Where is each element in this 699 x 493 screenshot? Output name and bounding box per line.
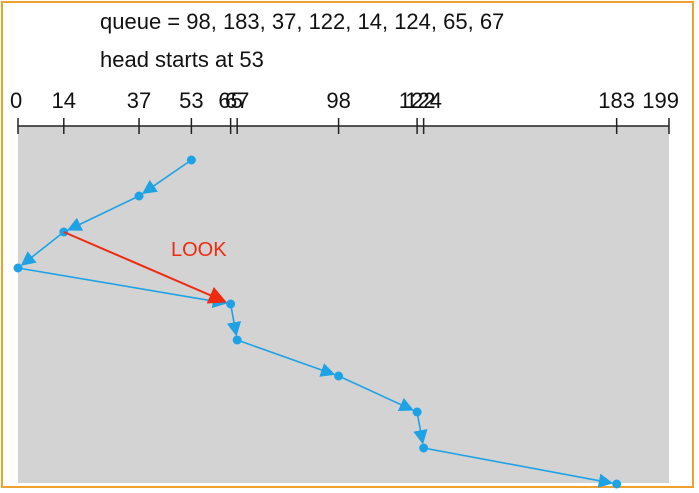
tick-label: 37 [127, 88, 151, 113]
path-point [419, 443, 429, 453]
tick-label: 124 [405, 88, 442, 113]
path-point [412, 407, 422, 417]
look-label: LOOK [171, 239, 227, 261]
tick-label: 122 [399, 88, 436, 113]
tick-label: 183 [598, 88, 635, 113]
path-point [134, 191, 144, 201]
look-arrow [63, 231, 227, 304]
path-point [334, 371, 344, 381]
tick-label: 53 [179, 88, 203, 113]
plot-area [18, 126, 669, 483]
path-segment [17, 267, 228, 309]
tick-label: 14 [52, 88, 76, 113]
path-segment [67, 195, 140, 231]
tick-label: 199 [642, 88, 679, 113]
path-segment [423, 447, 614, 488]
path-point [232, 335, 242, 345]
path-segment [226, 303, 242, 337]
tick-label: 67 [225, 88, 249, 113]
path-segment [141, 159, 192, 194]
path-point [186, 155, 196, 165]
path-point [612, 479, 622, 489]
path-segment [338, 375, 414, 412]
path-segment [20, 231, 65, 266]
queue-text: queue = 98, 183, 37, 122, 14, 124, 65, 6… [100, 9, 505, 34]
diagram-frame [1, 1, 694, 488]
path-segment [236, 339, 336, 377]
path-point [13, 263, 23, 273]
tick-label: 0 [10, 88, 22, 113]
path-point [226, 299, 236, 309]
path-segment [413, 411, 428, 445]
tick-label: 65 [218, 88, 242, 113]
head-start-text: head starts at 53 [100, 47, 264, 72]
tick-label: 98 [326, 88, 350, 113]
